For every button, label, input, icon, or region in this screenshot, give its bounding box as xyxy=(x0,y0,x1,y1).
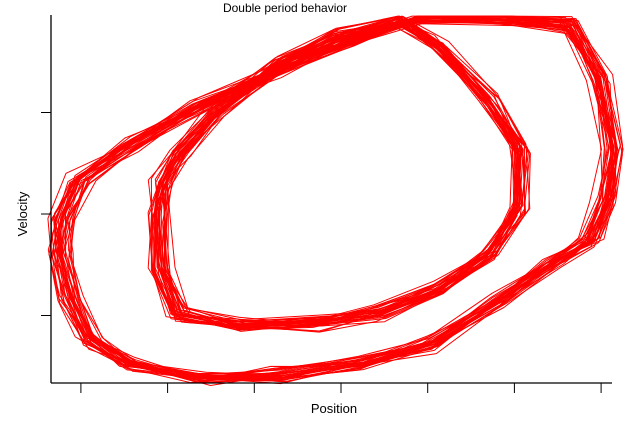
outer-loop-trace xyxy=(61,15,618,382)
outer-loop-trace xyxy=(58,15,612,380)
inner-loop-trace xyxy=(161,17,517,323)
inner-loop-trace xyxy=(153,18,526,332)
outer-loop-trace xyxy=(67,20,612,376)
inner-loop-trace xyxy=(164,24,518,324)
inner-loop-trace xyxy=(147,22,518,326)
axis-ticks xyxy=(41,112,602,393)
outer-loop-trace xyxy=(58,19,624,382)
inner-loop-trace xyxy=(164,16,522,325)
outer-loop-trace xyxy=(47,15,614,381)
chart-title: Double period behavior xyxy=(223,1,347,15)
inner-loop-trace xyxy=(151,24,531,332)
inner-loop-trace xyxy=(148,21,521,327)
inner-loop-trace xyxy=(151,18,531,328)
outer-loop-trace xyxy=(57,15,618,380)
outer-loop-trace xyxy=(59,19,602,383)
outer-loop-trace xyxy=(53,15,617,381)
inner-loop-trace xyxy=(154,16,531,326)
outer-loop-trace xyxy=(60,15,618,375)
inner-loop-trace xyxy=(162,18,529,329)
outer-loop-trace xyxy=(47,15,614,383)
inner-loop-trace xyxy=(163,22,524,328)
y-axis-label: Velocity xyxy=(15,191,30,236)
outer-loop-trace xyxy=(50,19,615,381)
x-axis-label: Position xyxy=(311,401,357,416)
trajectory-group xyxy=(47,15,624,386)
outer-loop-trace xyxy=(50,20,612,382)
